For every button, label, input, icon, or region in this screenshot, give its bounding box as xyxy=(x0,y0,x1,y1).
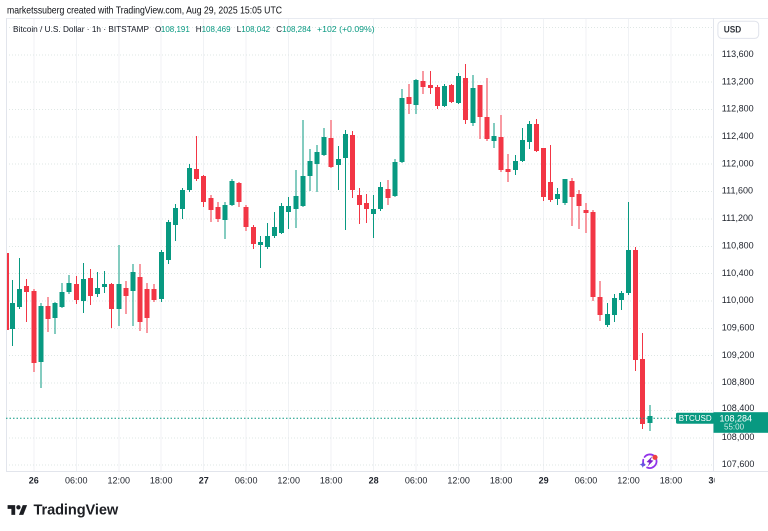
svg-text:108,000: 108,000 xyxy=(722,432,755,442)
svg-text:112,000: 112,000 xyxy=(722,158,754,168)
svg-text:110,400: 110,400 xyxy=(722,268,754,278)
svg-text:12:00: 12:00 xyxy=(108,476,131,486)
svg-text:12:00: 12:00 xyxy=(447,476,470,486)
svg-text:18:00: 18:00 xyxy=(660,476,683,486)
svg-text:109,600: 109,600 xyxy=(722,323,755,333)
svg-text:110,800: 110,800 xyxy=(722,240,754,250)
svg-text:18:00: 18:00 xyxy=(150,476,173,486)
svg-text:USD: USD xyxy=(724,24,742,34)
svg-text:108,284: 108,284 xyxy=(282,25,311,34)
svg-text:+102 (+0.09%): +102 (+0.09%) xyxy=(317,25,375,34)
svg-text:108,800: 108,800 xyxy=(722,377,755,387)
svg-text:12:00: 12:00 xyxy=(617,476,640,486)
svg-text:18:00: 18:00 xyxy=(320,476,343,486)
svg-text:06:00: 06:00 xyxy=(575,476,598,486)
svg-text:113,600: 113,600 xyxy=(722,49,754,59)
svg-text:BTCUSD: BTCUSD xyxy=(679,414,712,423)
svg-text:111,200: 111,200 xyxy=(722,213,753,223)
svg-text:108,469: 108,469 xyxy=(202,25,231,34)
svg-text:112,400: 112,400 xyxy=(722,131,754,141)
svg-text:27: 27 xyxy=(199,476,209,486)
svg-text:109,200: 109,200 xyxy=(722,350,755,360)
svg-text:30: 30 xyxy=(708,476,718,486)
svg-text:L: L xyxy=(237,25,242,34)
svg-text:108,042: 108,042 xyxy=(241,25,270,34)
svg-text:H: H xyxy=(196,25,202,34)
svg-text:O: O xyxy=(155,25,161,34)
svg-text:112,800: 112,800 xyxy=(722,104,754,114)
svg-text:26: 26 xyxy=(29,476,39,486)
svg-text:110,000: 110,000 xyxy=(722,295,754,305)
svg-text:TradingView: TradingView xyxy=(34,503,119,519)
svg-text:55:00: 55:00 xyxy=(724,422,745,431)
svg-text:12:00: 12:00 xyxy=(277,476,300,486)
svg-text:06:00: 06:00 xyxy=(65,476,88,486)
svg-text:108,284: 108,284 xyxy=(720,413,753,423)
svg-text:108,400: 108,400 xyxy=(722,403,755,413)
svg-text:113,200: 113,200 xyxy=(722,76,754,86)
svg-text:06:00: 06:00 xyxy=(405,476,428,486)
svg-text:18:00: 18:00 xyxy=(490,476,513,486)
svg-text:28: 28 xyxy=(369,476,379,486)
svg-text:marketssuberg created with Tra: marketssuberg created with TradingView.c… xyxy=(7,4,282,16)
svg-text:06:00: 06:00 xyxy=(235,476,258,486)
svg-text:111,600: 111,600 xyxy=(722,186,753,196)
svg-text:Bitcoin / U.S. Dollar · 1h · B: Bitcoin / U.S. Dollar · 1h · BITSTAMP xyxy=(13,25,149,34)
svg-text:108,191: 108,191 xyxy=(161,25,190,34)
svg-text:29: 29 xyxy=(539,476,549,486)
svg-text:C: C xyxy=(276,25,282,34)
svg-text:107,600: 107,600 xyxy=(722,459,755,469)
